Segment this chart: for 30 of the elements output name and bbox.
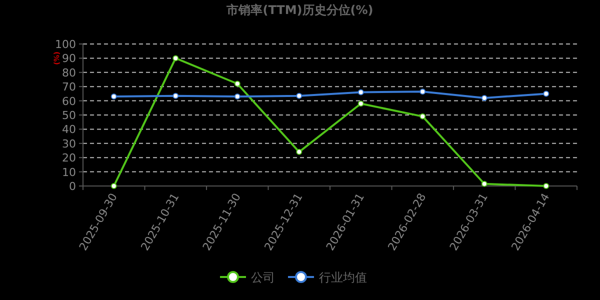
y-tick-label: 90 [62, 52, 76, 66]
y-tick-label: 0 [69, 180, 76, 193]
point [172, 55, 179, 62]
point [358, 100, 364, 107]
point [481, 180, 488, 187]
legend-label: 行业均值 [319, 270, 367, 284]
y-tick-label: 10 [62, 166, 76, 179]
point [234, 94, 240, 100]
point [296, 92, 302, 99]
point [296, 148, 302, 155]
y-tick-label: 70 [62, 80, 76, 94]
legend-label: 公司 [251, 270, 275, 284]
point [172, 92, 179, 99]
y-tick-label: 30 [62, 137, 76, 150]
point [358, 89, 364, 96]
point [234, 80, 240, 87]
point [420, 113, 426, 120]
point [543, 183, 550, 189]
y-tick-label: 40 [62, 123, 76, 136]
y-tick-label: 60 [62, 94, 76, 108]
y-tick-label: 80 [62, 66, 76, 80]
point [481, 94, 488, 101]
y-tick-label: 20 [62, 152, 76, 165]
point [420, 88, 426, 95]
point [110, 183, 117, 189]
y-tick-label: 50 [62, 109, 76, 122]
chart-title: 市销率(TTM)历史分位(%) [226, 3, 374, 17]
point [110, 94, 117, 100]
point [543, 90, 550, 97]
y-tick-label: 100 [55, 38, 76, 51]
